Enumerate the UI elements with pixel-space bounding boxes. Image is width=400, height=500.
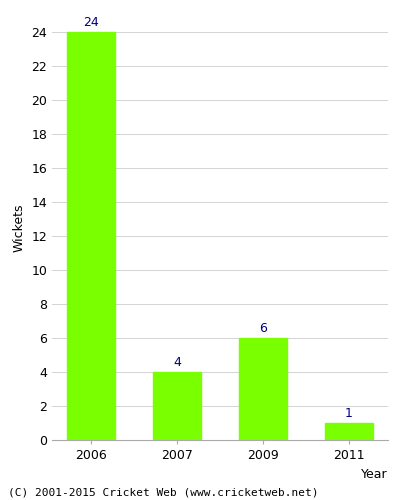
- Text: 4: 4: [173, 356, 181, 370]
- X-axis label: Year: Year: [361, 468, 388, 480]
- Bar: [326, 423, 373, 440]
- Bar: [67, 32, 114, 440]
- Text: 24: 24: [83, 16, 99, 30]
- Text: 6: 6: [259, 322, 267, 336]
- Bar: [153, 372, 201, 440]
- Bar: [239, 338, 287, 440]
- Text: 1: 1: [345, 408, 353, 420]
- Y-axis label: Wickets: Wickets: [13, 203, 26, 252]
- Text: (C) 2001-2015 Cricket Web (www.cricketweb.net): (C) 2001-2015 Cricket Web (www.cricketwe…: [8, 488, 318, 498]
